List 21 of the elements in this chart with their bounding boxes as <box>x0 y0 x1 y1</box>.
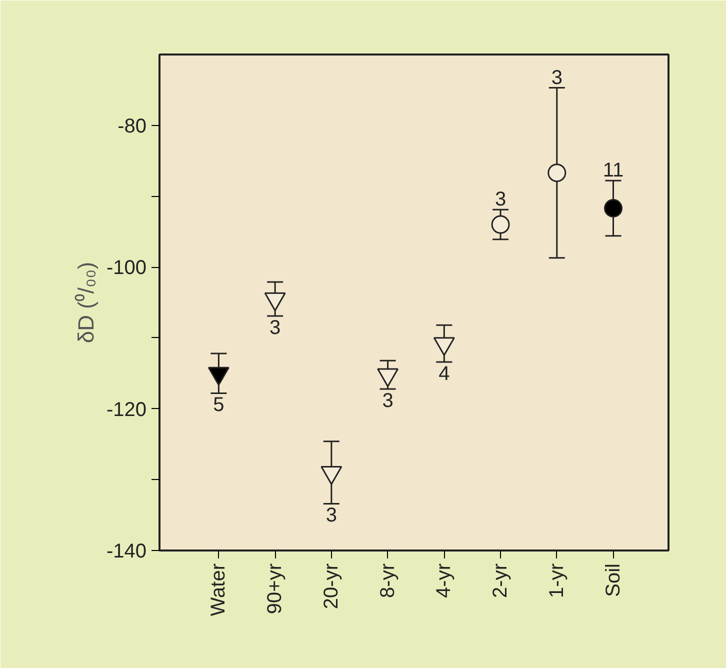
annotation: 3 <box>382 390 394 412</box>
y-tick-label: -80 <box>118 115 146 138</box>
x-tick-label: 20-yr <box>320 563 342 610</box>
annotation: 3 <box>326 504 337 527</box>
x-tick-label: 8-yr <box>376 563 399 598</box>
annotation: 3 <box>494 188 506 211</box>
y-tick-label: -140 <box>106 540 146 562</box>
annotation: 5 <box>213 394 224 416</box>
x-tick-label: 90+yr <box>264 563 286 614</box>
y-tick-label: -100 <box>106 257 146 280</box>
x-tick-label: Soil <box>602 563 624 597</box>
annotation: 3 <box>551 66 562 89</box>
annotation: 11 <box>602 160 624 182</box>
x-tick-label: 2-yr <box>490 563 512 598</box>
y-axis-title: δD (⁰/₀₀) <box>73 262 98 344</box>
annotation: 3 <box>269 316 281 339</box>
x-tick-label: 4-yr <box>433 563 456 598</box>
annotation: 4 <box>438 363 450 386</box>
x-tick-label: Water <box>208 563 230 616</box>
x-tick-label: 1-yr <box>546 563 568 598</box>
y-tick-label: -120 <box>106 398 146 421</box>
